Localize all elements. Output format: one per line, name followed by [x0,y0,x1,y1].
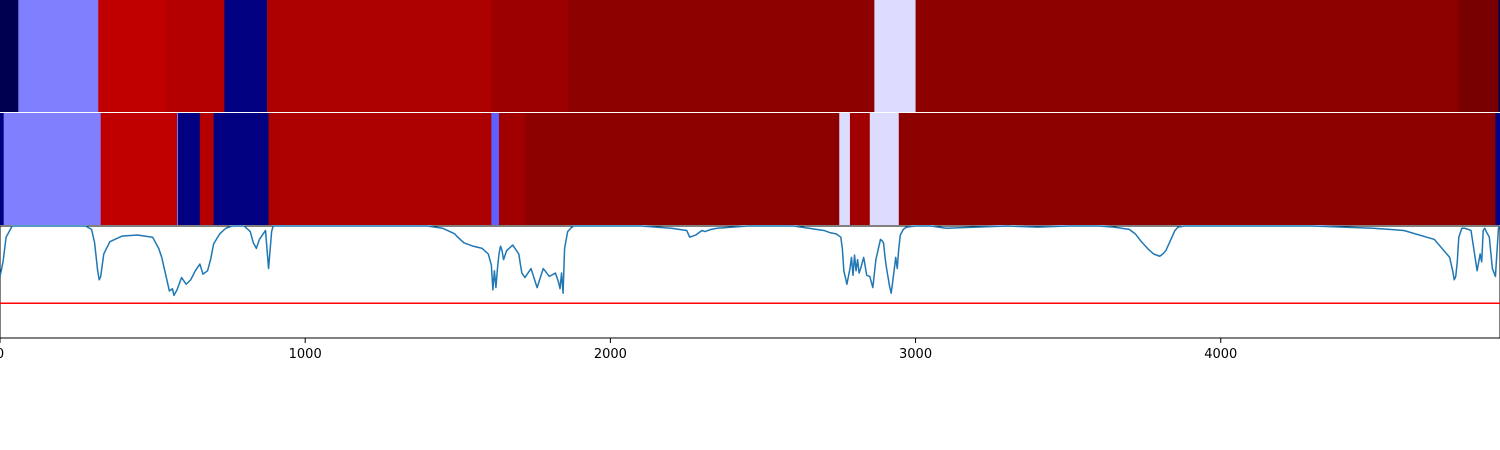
heat-segment-top-7 [567,0,875,112]
x-tick-label-0: 0 [0,347,4,362]
heat-segment-top-3 [166,0,225,112]
heat-segment-middle-9 [498,113,526,225]
x-tick-label-4: 4000 [1204,347,1237,362]
heat-segment-top-8 [874,0,916,112]
heat-segment-middle-12 [839,113,851,225]
heat-segment-middle-15 [898,113,1496,225]
heat-segment-middle-16 [1495,113,1500,225]
heat-segment-middle-3 [177,113,179,225]
heat-segment-top-0 [0,0,19,112]
heatmap-band-top [0,0,1500,112]
heat-segment-top-1 [18,0,99,112]
line-plot-panel [0,225,1500,339]
heat-segment-top-6 [491,0,569,112]
heat-segment-middle-2 [100,113,178,225]
heat-segment-middle-7 [268,113,492,225]
heat-segment-middle-6 [213,113,269,225]
series-line [0,225,1500,297]
heat-segment-top-2 [98,0,167,112]
heat-segment-middle-14 [869,113,900,225]
heat-segment-middle-1 [3,113,102,225]
heat-segment-top-9 [915,0,1460,112]
heat-segment-middle-5 [199,113,215,225]
heat-segment-middle-10 [524,113,562,225]
heat-segment-top-4 [224,0,268,112]
x-tick-label-1: 1000 [289,347,322,362]
x-axis: 0 1000 2000 3000 4000 [0,338,1237,362]
heatmap-band-middle [0,113,1500,225]
heat-segment-top-11 [1498,0,1500,112]
heat-segment-middle-8 [491,113,500,225]
x-tick-label-2: 2000 [594,347,627,362]
heat-segment-middle-13 [849,113,871,225]
x-tick-label-3: 3000 [899,347,932,362]
heat-segment-middle-4 [177,113,201,225]
heat-segment-middle-0 [0,113,5,225]
heat-segment-top-10 [1458,0,1499,112]
line-plot-frame [0,225,1500,339]
heat-segment-middle-11 [561,113,840,225]
heat-segment-top-5 [267,0,492,112]
